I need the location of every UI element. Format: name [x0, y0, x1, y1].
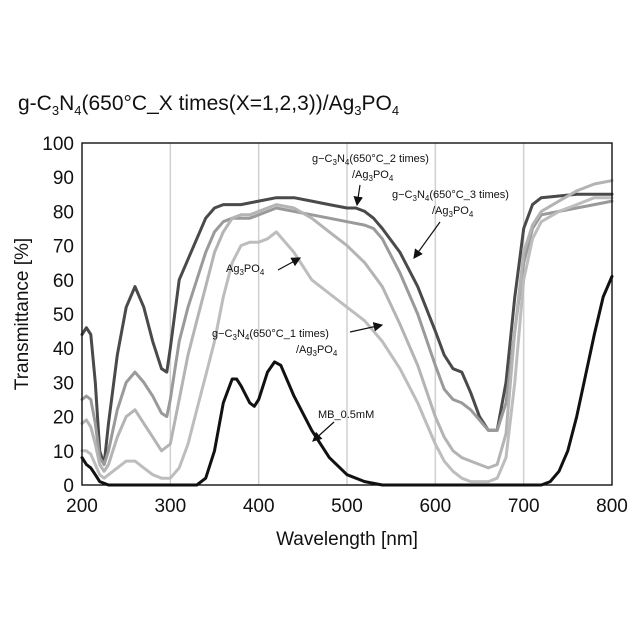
x-tick-label: 700	[508, 496, 540, 517]
y-tick-label: 30	[53, 373, 74, 394]
svg-text:g−C3N4(650°C_3 times): g−C3N4(650°C_3 times)	[392, 189, 509, 203]
x-tick-label: 600	[419, 496, 451, 517]
annotation-ag3po4: Ag3PO4	[226, 258, 300, 277]
annotation-1-times: g−C3N4(650°C_1 times) /Ag3PO4	[212, 325, 382, 358]
x-tick-label: 200	[66, 496, 98, 517]
y-tick-label: 10	[53, 442, 74, 463]
tick-labels: 200 300 400 500 600 700 800 0 10 20 30 40 50 60 70 80 90…	[42, 134, 628, 517]
x-axis-label: Wavelength [nm]	[276, 529, 418, 550]
annotation-mb: MB_0.5mM	[313, 409, 374, 441]
y-tick-label: 100	[42, 134, 74, 155]
svg-text:g−C3N4(650°C_1 times): g−C3N4(650°C_1 times)	[212, 328, 329, 342]
annotation-3-times: g−C3N4(650°C_3 times) /Ag3PO4	[392, 189, 509, 258]
y-tick-label: 0	[63, 476, 74, 497]
y-tick-label: 90	[53, 168, 74, 189]
x-tick-label: 300	[154, 496, 186, 517]
y-tick-label: 80	[53, 202, 74, 223]
y-tick-label: 60	[53, 271, 74, 292]
x-tick-label: 500	[331, 496, 363, 517]
y-tick-label: 50	[53, 305, 74, 326]
svg-text:MB_0.5mM: MB_0.5mM	[318, 409, 374, 421]
svg-text:/Ag3PO4: /Ag3PO4	[296, 344, 338, 358]
y-tick-label: 20	[53, 408, 74, 429]
x-tick-label: 400	[243, 496, 275, 517]
y-tick-label: 70	[53, 237, 74, 258]
svg-text:g−C3N4(650°C_2 times): g−C3N4(650°C_2 times)	[312, 153, 429, 167]
y-tick-label: 40	[53, 339, 74, 360]
svg-text:/Ag3PO4: /Ag3PO4	[432, 205, 474, 219]
svg-text:/Ag3PO4: /Ag3PO4	[352, 169, 394, 183]
y-axis-label: Transmittance [%]	[12, 238, 33, 390]
x-tick-label: 800	[596, 496, 628, 517]
svg-text:Ag3PO4: Ag3PO4	[226, 263, 265, 277]
annotations: g−C3N4(650°C_2 times) /Ag3PO4 g−C3N4(650…	[212, 153, 509, 441]
